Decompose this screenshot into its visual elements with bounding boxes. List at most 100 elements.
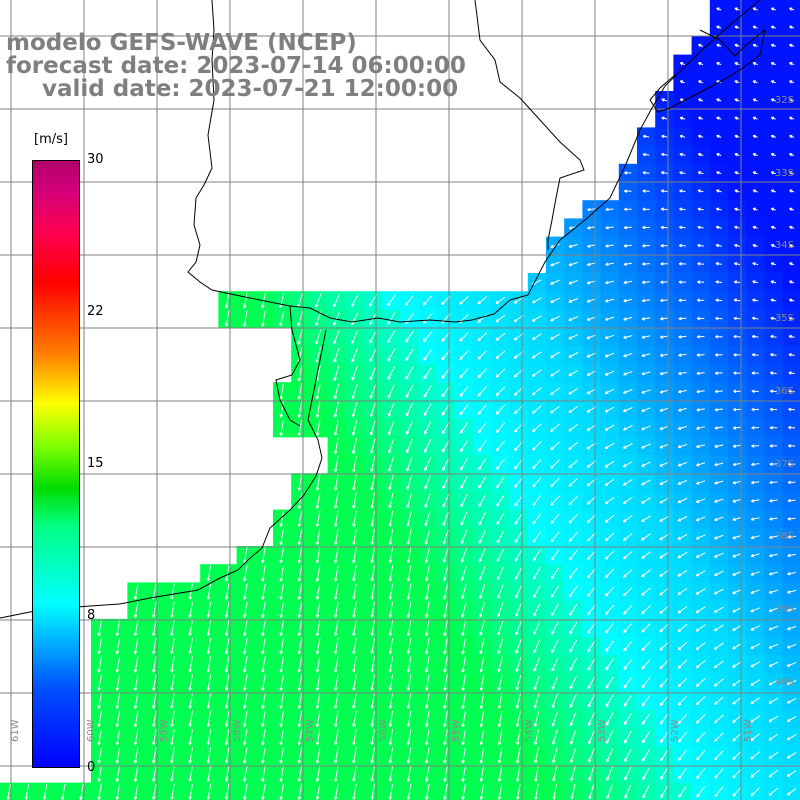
wind-arrow [789,153,795,157]
wind-arrow [695,696,706,706]
wind-arrow [279,765,284,782]
wind-arrow [497,710,503,728]
wind-arrow [115,656,121,673]
wind-arrow [534,783,539,800]
wind-arrow [770,116,776,120]
wind-arrow [406,547,412,564]
wind-arrow [622,443,633,449]
wind-arrow [496,530,505,544]
wind-arrow [495,296,506,304]
wind-arrow [334,783,339,800]
wind-arrow [568,495,578,506]
wind-arrow [515,602,523,617]
wind-arrow [714,462,724,467]
wind-arrow [679,116,686,120]
wind-arrow [297,329,303,345]
wind-arrow [479,638,485,655]
wind-arrow [297,528,303,546]
wind-arrow [789,7,795,11]
wind-arrow [750,607,760,613]
wind-arrow [443,619,448,637]
wind-arrow [550,441,560,451]
wind-arrow [732,750,742,760]
wind-arrow [659,605,670,614]
wind-arrow [768,679,779,686]
colorbar-unit: [m/s] [34,132,68,147]
wind-arrow [750,751,761,760]
wind-arrow [641,371,651,376]
wind-arrow [606,784,613,800]
wind-arrow [659,389,669,394]
wind-arrow [623,262,632,266]
wind-arrow [279,565,284,582]
wind-arrow [370,783,375,800]
wind-arrow [424,457,432,472]
wind-arrow [297,656,303,673]
wind-arrow [734,25,740,29]
wind-arrow [333,293,341,308]
wind-arrow [698,116,704,120]
wind-arrow [623,568,633,578]
wind-arrow [696,389,705,394]
model-title: modelo GEFS-WAVE (NCEP) [6,30,357,56]
wind-arrow [752,225,758,230]
wind-arrow [297,747,303,764]
wind-arrow [261,619,266,637]
wind-arrow [370,528,375,546]
wind-arrow [734,153,740,157]
wind-arrow [661,152,668,157]
wind-arrow [334,656,339,673]
wind-arrow [514,494,524,507]
wind-arrow [334,565,339,582]
wind-arrow [770,207,776,211]
wind-arrow [425,656,430,673]
wind-arrow [788,334,795,339]
wind-arrow [642,207,650,212]
wind-arrow [495,332,506,341]
wind-arrow [551,657,559,672]
wind-arrow [604,334,615,340]
wind-arrow [550,459,560,469]
wind-arrow [425,710,430,728]
lon-label: 56W [378,719,389,742]
wind-arrow [388,438,395,454]
wind-arrow [605,244,614,248]
wind-arrow [261,656,266,673]
wind-arrow [568,334,579,340]
wind-arrow [750,535,760,540]
wind-arrow [97,765,102,782]
wind-arrow [461,710,466,728]
wind-arrow [605,604,615,615]
wind-arrow [659,497,670,504]
wind-arrow [770,189,776,193]
wind-arrow [243,656,248,673]
wind-arrow [714,353,723,357]
wind-arrow [424,439,432,453]
wind-arrow [224,565,230,582]
wind-arrow [550,297,560,303]
wind-arrow [623,640,633,652]
wind-arrow [678,371,687,376]
wind-arrow [715,189,722,193]
wind-arrow [425,765,430,782]
wind-arrow [279,674,284,691]
wind-arrow [496,440,505,452]
wind-arrow [788,425,796,430]
wind-arrow [714,750,724,761]
wind-arrow [586,532,597,542]
wind-arrow [516,783,521,800]
wind-arrow [570,729,577,745]
wind-arrow [515,620,522,636]
wind-arrow [641,479,651,486]
wind-arrow [496,548,505,562]
wind-arrow [369,366,377,381]
coastline-path [187,0,761,323]
wind-arrow [370,565,375,582]
wind-arrow [733,334,741,339]
wind-arrow [768,607,779,613]
wind-arrow [660,189,668,193]
wind-arrow [152,710,157,728]
wind-arrow [787,535,796,539]
wind-arrow [279,638,284,655]
wind-arrow [423,403,432,416]
